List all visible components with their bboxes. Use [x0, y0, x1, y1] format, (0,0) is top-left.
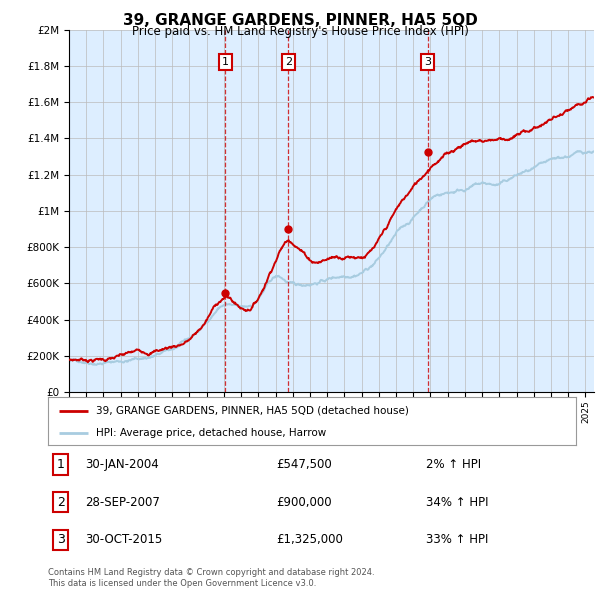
Text: £547,500: £547,500 — [276, 458, 332, 471]
Text: This data is licensed under the Open Government Licence v3.0.: This data is licensed under the Open Gov… — [48, 579, 316, 588]
Text: 3: 3 — [424, 57, 431, 67]
Text: 39, GRANGE GARDENS, PINNER, HA5 5QD: 39, GRANGE GARDENS, PINNER, HA5 5QD — [122, 13, 478, 28]
Text: 2: 2 — [285, 57, 292, 67]
Text: £900,000: £900,000 — [276, 496, 332, 509]
Text: 1: 1 — [56, 458, 65, 471]
Text: Contains HM Land Registry data © Crown copyright and database right 2024.: Contains HM Land Registry data © Crown c… — [48, 568, 374, 576]
Text: HPI: Average price, detached house, Harrow: HPI: Average price, detached house, Harr… — [95, 428, 326, 438]
Text: 33% ↑ HPI: 33% ↑ HPI — [426, 533, 488, 546]
Text: 28-SEP-2007: 28-SEP-2007 — [85, 496, 160, 509]
Text: 2: 2 — [56, 496, 65, 509]
Text: 2% ↑ HPI: 2% ↑ HPI — [426, 458, 481, 471]
Text: 30-OCT-2015: 30-OCT-2015 — [85, 533, 163, 546]
Text: 39, GRANGE GARDENS, PINNER, HA5 5QD (detached house): 39, GRANGE GARDENS, PINNER, HA5 5QD (det… — [95, 405, 409, 415]
Text: 34% ↑ HPI: 34% ↑ HPI — [426, 496, 488, 509]
Text: 1: 1 — [222, 57, 229, 67]
Text: 30-JAN-2004: 30-JAN-2004 — [85, 458, 159, 471]
Text: 3: 3 — [56, 533, 65, 546]
Text: £1,325,000: £1,325,000 — [276, 533, 343, 546]
Text: Price paid vs. HM Land Registry's House Price Index (HPI): Price paid vs. HM Land Registry's House … — [131, 25, 469, 38]
